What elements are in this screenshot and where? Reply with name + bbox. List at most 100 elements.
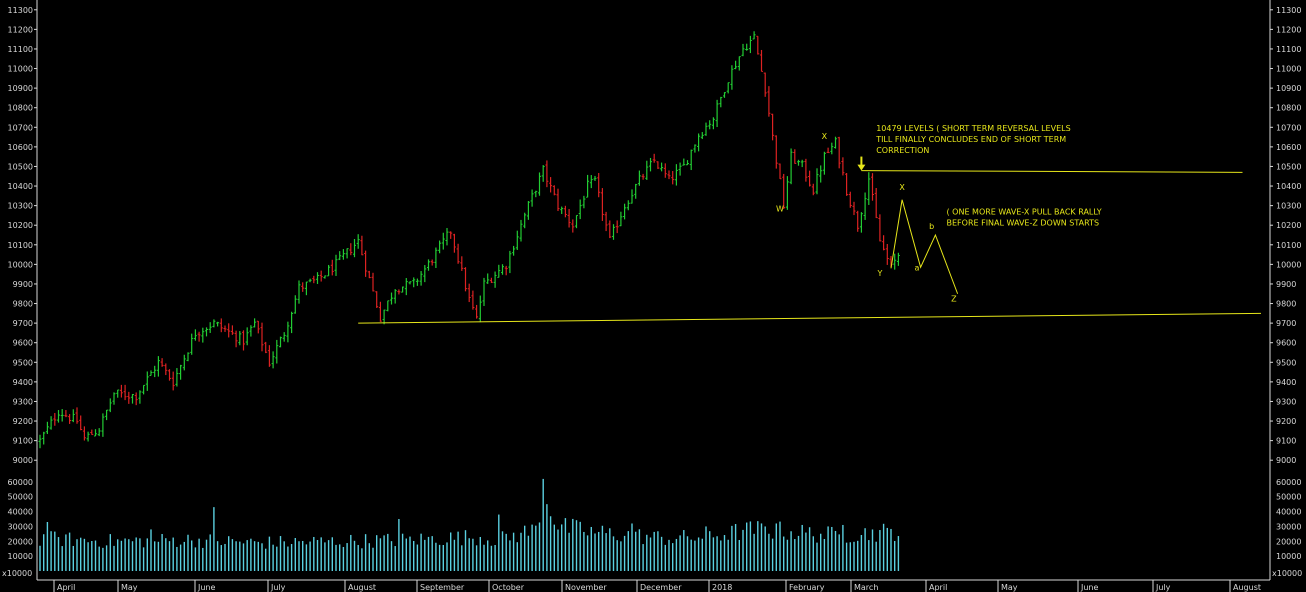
price-bar: [552, 185, 556, 196]
price-bar: [71, 409, 75, 423]
wave-label: Z: [951, 295, 957, 304]
price-tick-label-right: 9900: [1276, 280, 1296, 289]
price-tick-label-right: 9400: [1276, 378, 1296, 387]
price-bar: [600, 188, 604, 221]
price-bar: [112, 392, 116, 405]
price-bar: [663, 163, 667, 178]
price-bar: [460, 256, 464, 271]
price-bar: [412, 277, 416, 288]
price-bar: [467, 283, 471, 303]
price-bar: [153, 365, 157, 378]
price-bar: [171, 371, 175, 391]
price-bar: [308, 278, 312, 283]
price-bar: [108, 398, 112, 413]
price-bar: [286, 321, 290, 343]
price-tick-label-right: 11300: [1276, 6, 1301, 15]
price-bar: [689, 149, 693, 171]
price-bar: [90, 429, 94, 436]
price-bar: [637, 170, 641, 186]
price-bar: [804, 158, 808, 182]
price-bar: [715, 99, 719, 128]
price-bar: [86, 431, 90, 442]
price-tick-label-left: 9500: [13, 358, 33, 367]
volume-tick-label-right: 30000: [1276, 522, 1301, 531]
price-bar: [216, 321, 220, 327]
price-bar: [290, 311, 294, 334]
month-label: August: [348, 583, 376, 592]
price-tick-label-right: 9100: [1276, 437, 1296, 446]
price-bar: [478, 295, 482, 323]
price-bar: [604, 211, 608, 232]
price-bar: [845, 172, 849, 196]
price-tick-label-left: 10900: [8, 84, 33, 93]
wave-label: b: [929, 222, 934, 231]
annotation-text: CORRECTION: [876, 146, 929, 155]
price-tick-label-left: 10400: [8, 182, 33, 191]
price-bar: [708, 120, 712, 130]
price-tick-label-left: 10600: [8, 143, 33, 152]
price-bar: [230, 325, 234, 335]
price-bar: [156, 356, 160, 377]
price-bar: [645, 160, 649, 180]
price-bar: [75, 407, 79, 424]
price-bar: [859, 212, 863, 233]
price-tick-label-right: 9200: [1276, 417, 1296, 426]
price-bar: [364, 250, 368, 277]
price-bar: [390, 292, 393, 305]
volume-tick-label-right: 10000: [1276, 552, 1301, 561]
price-bar: [190, 333, 194, 355]
price-bar: [534, 190, 538, 198]
price-bar: [249, 325, 253, 337]
price-bar: [79, 415, 83, 431]
price-bar: [878, 214, 882, 242]
price-bar: [682, 158, 686, 166]
price-bar: [338, 251, 342, 261]
price-bar: [301, 282, 305, 292]
price-bar: [97, 428, 101, 437]
price-bar: [208, 322, 212, 333]
volume-tick-label-left: 60000: [8, 478, 33, 487]
price-bar: [497, 264, 501, 278]
price-bar: [404, 278, 408, 296]
price-bar: [297, 280, 301, 304]
price-bar: [293, 295, 297, 314]
price-bar: [649, 157, 652, 172]
price-tick-label-left: 9700: [13, 319, 33, 328]
price-bar: [778, 163, 782, 180]
price-bar: [353, 238, 356, 258]
price-bar: [652, 153, 656, 163]
month-label: June: [1080, 583, 1099, 592]
price-tick-label-right: 10300: [1276, 202, 1301, 211]
price-tick-label-right: 10700: [1276, 123, 1301, 132]
price-bar: [238, 331, 242, 346]
price-bar: [793, 149, 797, 164]
price-bar: [808, 170, 812, 187]
price-tick-label-right: 10800: [1276, 104, 1301, 113]
price-bar: [634, 183, 638, 199]
volume-tick-label-right: 50000: [1276, 493, 1301, 502]
price-bar: [445, 228, 449, 246]
price-bar: [471, 290, 475, 310]
price-bar: [168, 369, 171, 381]
price-bar: [182, 354, 186, 371]
arrow-down-icon: [857, 164, 866, 171]
price-bar: [538, 172, 541, 196]
price-bar: [264, 341, 268, 354]
price-bar: [275, 339, 279, 364]
price-bar: [423, 265, 427, 283]
price-bar: [760, 49, 763, 72]
volume-tick-label-left: 20000: [8, 537, 33, 546]
price-bar: [349, 243, 353, 256]
price-bar: [316, 272, 319, 284]
price-bar: [730, 65, 734, 90]
price-bar: [700, 132, 704, 140]
price-tick-label-right: 11000: [1276, 65, 1301, 74]
volume-multiplier-left: x10000: [2, 569, 32, 578]
price-bar: [571, 219, 575, 233]
month-label: February: [789, 583, 825, 592]
price-tick-label-left: 10200: [8, 221, 33, 230]
annotations: W X Y Xa b Z 10479 LEVELS ( SHORT TERM REVERSA…: [358, 124, 1262, 324]
price-bar: [763, 72, 767, 97]
month-label: September: [420, 583, 465, 592]
price-bar: [68, 414, 72, 424]
